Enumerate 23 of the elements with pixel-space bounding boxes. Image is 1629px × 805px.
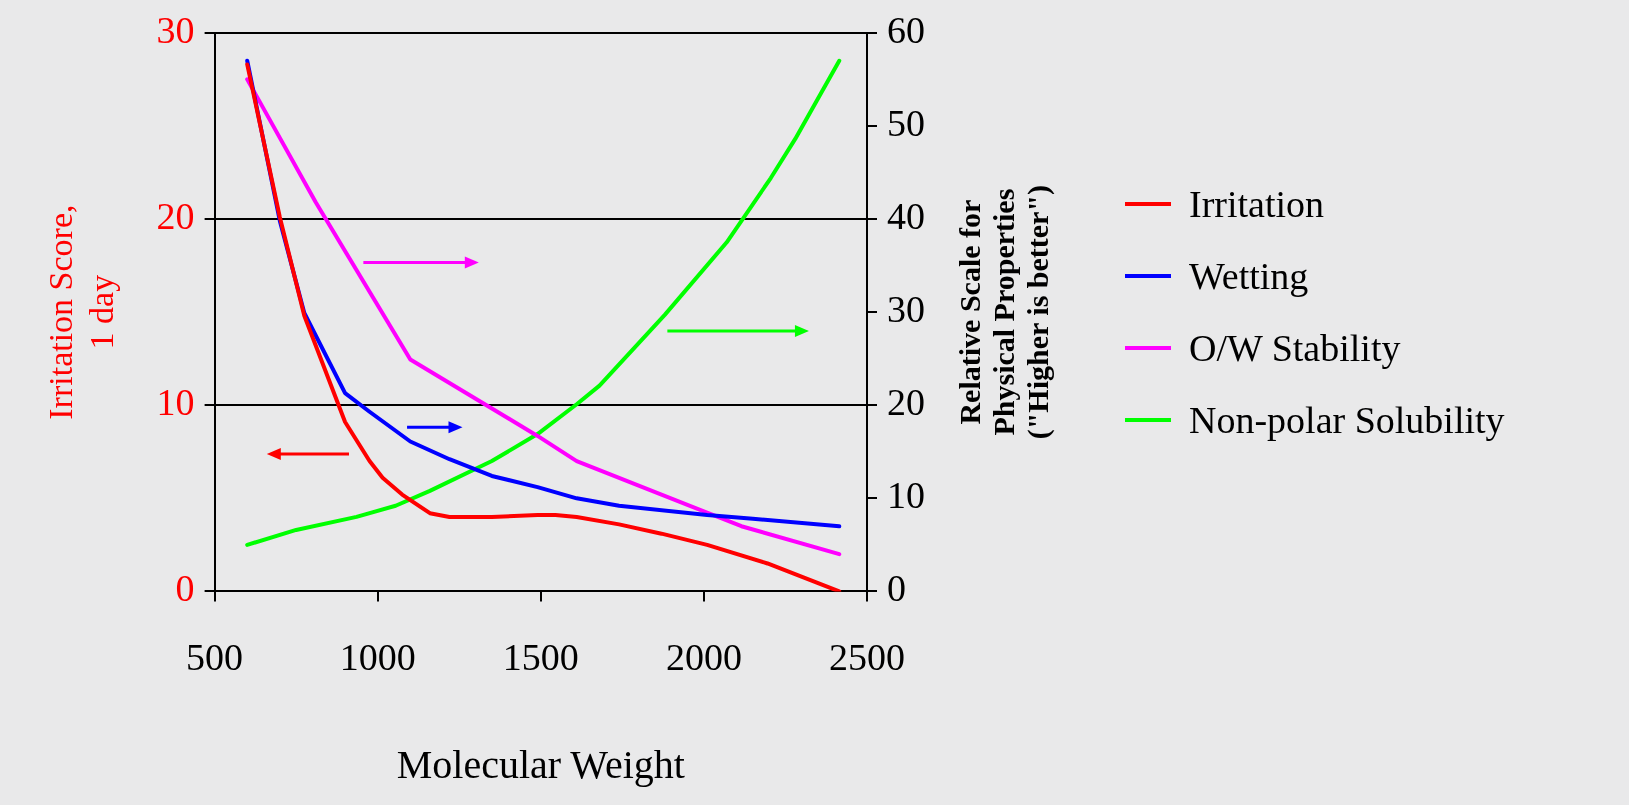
x-tick-label: 2000	[665, 636, 742, 679]
y2-tick-label: 20	[887, 381, 925, 424]
y2-tick-label: 50	[887, 101, 925, 144]
y2-axis-title: Relative Scale for Physical Properties ("Higher is better")	[952, 184, 1055, 440]
x-tick-label: 2500	[829, 636, 905, 679]
x-tick-label: 1500	[502, 636, 579, 679]
legend-label: Irritation	[1189, 182, 1325, 226]
y2-tick-label: 10	[887, 474, 925, 517]
x-tick-label: 500	[186, 636, 244, 679]
y2-tick-label: 60	[887, 8, 925, 51]
legend-label: O/W Stability	[1189, 326, 1401, 370]
legend-label: Wetting	[1189, 254, 1309, 298]
y-tick-label: 30	[156, 8, 195, 51]
x-axis-title: Molecular Weight	[396, 741, 685, 787]
y-tick-label: 0	[175, 567, 195, 610]
y2-tick-label: 40	[887, 194, 925, 237]
y-tick-label: 10	[156, 381, 195, 424]
y2-tick-label: 0	[887, 567, 906, 610]
legend-label: Non-polar Solubility	[1189, 398, 1505, 442]
x-tick-label: 1000	[339, 636, 416, 679]
y-tick-label: 20	[156, 194, 195, 237]
y2-tick-label: 30	[887, 288, 925, 331]
y-axis-title: Irritation Score, 1 day	[42, 204, 121, 420]
